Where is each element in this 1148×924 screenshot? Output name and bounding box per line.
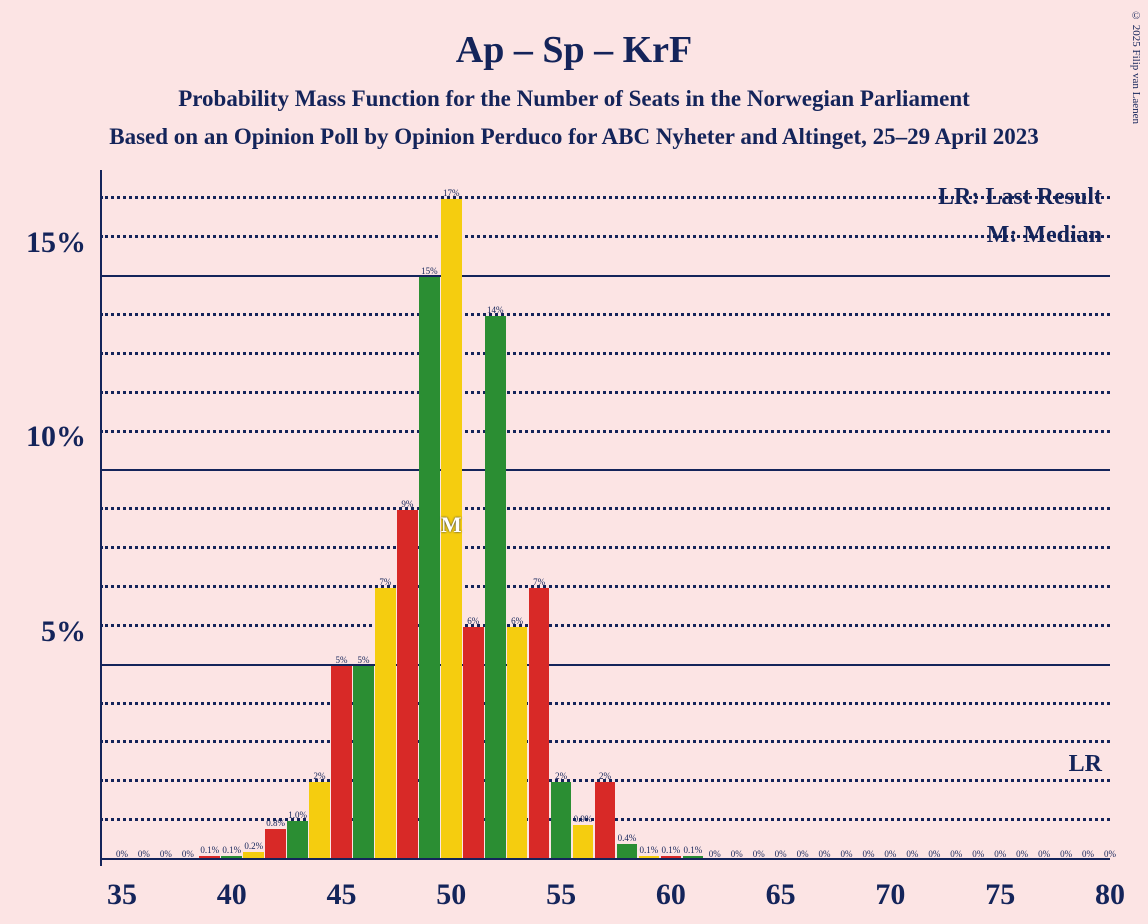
gridline-minor — [100, 585, 1110, 588]
bar: 6% — [463, 627, 484, 860]
bar: 0.9% — [573, 825, 594, 860]
bar: 9% — [397, 510, 418, 860]
bar: 1.0% — [287, 821, 308, 860]
y-axis-tick-label: 15% — [26, 226, 100, 260]
bar-value-label: 0.1% — [222, 845, 241, 856]
bar-value-label: 0.1% — [661, 845, 680, 856]
gridline-major — [100, 664, 1110, 666]
gridline-minor — [100, 702, 1110, 705]
bar-value-label: 6% — [511, 616, 523, 627]
x-axis-tick-label: 65 — [766, 860, 796, 912]
bar: 15% — [419, 277, 440, 860]
bar-value-label: 0.1% — [200, 845, 219, 856]
gridline-major — [100, 469, 1110, 471]
gridline-minor — [100, 740, 1110, 743]
bar-value-label: 0.1% — [683, 845, 702, 856]
y-axis-line — [100, 170, 102, 866]
bar-value-label: 7% — [533, 577, 545, 588]
gridline-minor — [100, 352, 1110, 355]
bar: 0.8% — [265, 829, 286, 860]
bar-value-label: 0.4% — [618, 833, 637, 844]
x-axis-tick-label: 45 — [327, 860, 357, 912]
bar-value-label: 14% — [487, 305, 504, 316]
bar-value-label: 15% — [421, 266, 438, 277]
x-axis-tick-label: 55 — [546, 860, 576, 912]
bar: 5% — [331, 666, 352, 860]
x-axis-tick-label: 70 — [875, 860, 905, 912]
bar-value-label: 5% — [357, 655, 369, 666]
legend-median: M: Median — [987, 222, 1102, 249]
x-axis-tick-label: 35 — [107, 860, 137, 912]
bar: 2% — [595, 782, 616, 860]
bar: 14% — [485, 316, 506, 860]
x-axis-tick-label: 40 — [217, 860, 247, 912]
bar: 2% — [551, 782, 572, 860]
bar-value-label: 5% — [336, 655, 348, 666]
bar: 6% — [507, 627, 528, 860]
bar: 5% — [353, 666, 374, 860]
chart-title: Ap – Sp – KrF — [0, 0, 1148, 72]
chart-subtitle-1: Probability Mass Function for the Number… — [0, 72, 1148, 112]
chart-plot-area: 5%10%15%354045505560657075800%0%0%0%0.1%… — [100, 180, 1110, 860]
bar: 2% — [309, 782, 330, 860]
bar-value-label: 6% — [467, 616, 479, 627]
bar-value-label: 9% — [401, 499, 413, 510]
gridline-major — [100, 275, 1110, 277]
bar-value-label: 0.9% — [574, 814, 593, 825]
median-marker: M — [441, 512, 462, 538]
bar-value-label: 0.8% — [266, 818, 285, 829]
gridline-minor — [100, 624, 1110, 627]
gridline-minor — [100, 235, 1110, 238]
bar-value-label: 0.1% — [640, 845, 659, 856]
last-result-marker-label: LR — [1069, 751, 1102, 778]
gridline-minor — [100, 430, 1110, 433]
bar-value-label: 7% — [379, 577, 391, 588]
y-axis-tick-label: 10% — [26, 420, 100, 454]
legend-last-result: LR: Last Result — [938, 184, 1102, 211]
x-axis-tick-label: 60 — [656, 860, 686, 912]
bar-value-label: 17% — [443, 188, 460, 199]
bar-value-label: 1.0% — [288, 810, 307, 821]
bar-value-label: 2% — [314, 771, 326, 782]
copyright-label: © 2025 Filip van Laenen — [1130, 10, 1142, 124]
gridline-minor — [100, 546, 1110, 549]
x-axis-tick-label: 50 — [436, 860, 466, 912]
bar-value-label: 2% — [555, 771, 567, 782]
y-axis-tick-label: 5% — [41, 615, 100, 649]
gridline-minor — [100, 391, 1110, 394]
gridline-minor — [100, 507, 1110, 510]
gridline-minor — [100, 313, 1110, 316]
x-axis-tick-label: 75 — [985, 860, 1015, 912]
bar: 7% — [375, 588, 396, 860]
chart-subtitle-2: Based on an Opinion Poll by Opinion Perd… — [0, 112, 1148, 150]
x-axis-tick-label: 80 — [1095, 860, 1125, 912]
x-axis-line — [100, 858, 1110, 860]
bar-value-label: 2% — [599, 771, 611, 782]
bar-value-label: 0.2% — [244, 841, 263, 852]
bar: 7% — [529, 588, 550, 860]
